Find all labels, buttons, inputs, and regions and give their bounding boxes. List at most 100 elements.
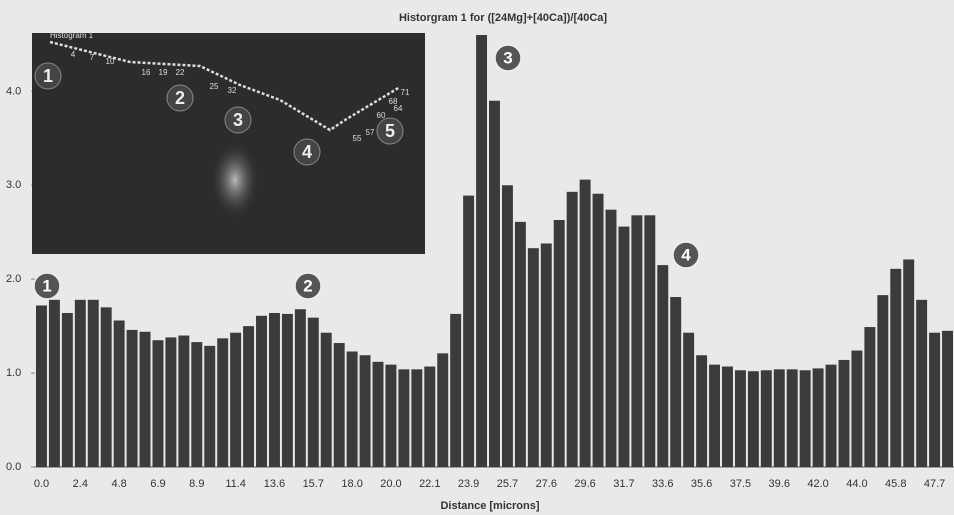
bar <box>88 300 99 467</box>
inset-marker-label: 2 <box>175 88 185 108</box>
inset-marker-label: 4 <box>302 142 312 162</box>
inset-marker-label: 3 <box>233 110 243 130</box>
bar <box>36 305 47 467</box>
chart: Historgram 1 for ([24Mg]+[40Ca])/[40Ca] … <box>0 0 954 515</box>
x-tick-label: 8.9 <box>189 478 204 490</box>
bar <box>916 300 927 467</box>
bar <box>826 365 837 467</box>
marker-label: 4 <box>681 245 691 264</box>
inset-point-label: 55 <box>353 134 362 143</box>
bar <box>618 227 629 467</box>
inset-point-label: 10 <box>106 57 115 66</box>
inset-point-label: 22 <box>176 68 185 77</box>
x-tick-label: 22.1 <box>419 478 440 490</box>
bar <box>411 369 422 467</box>
bar <box>787 369 798 467</box>
bar <box>683 333 694 467</box>
bar <box>864 327 875 467</box>
bar <box>62 313 73 467</box>
bar <box>140 332 151 467</box>
y-tick-label: 1.0 <box>6 367 21 379</box>
bar <box>903 259 914 467</box>
x-tick-label: 44.0 <box>846 478 867 490</box>
x-tick-label: 0.0 <box>34 478 49 490</box>
bar <box>256 316 267 467</box>
bar <box>191 342 202 467</box>
bar <box>204 346 215 467</box>
bar <box>360 355 371 467</box>
bar <box>321 333 332 467</box>
inset-point-label: 32 <box>228 86 237 95</box>
x-tick-label: 23.9 <box>458 478 479 490</box>
bar <box>127 330 138 467</box>
y-tick-label: 0.0 <box>6 461 21 473</box>
bar <box>450 314 461 467</box>
bar <box>813 368 824 467</box>
bar <box>929 333 940 467</box>
marker: 4 <box>673 242 699 268</box>
x-tick-label: 11.4 <box>225 478 246 490</box>
inset-point-label: 4 <box>71 50 76 59</box>
marker-label: 1 <box>42 276 51 295</box>
x-tick-label: 27.6 <box>536 478 557 490</box>
bar <box>890 269 901 467</box>
bar <box>502 185 513 467</box>
bar <box>735 370 746 467</box>
inset-point-label: 57 <box>366 128 375 137</box>
x-tick-label: 6.9 <box>150 478 165 490</box>
bar <box>567 192 578 467</box>
inset-marker: 4 <box>294 139 320 165</box>
inset-point-label: 19 <box>159 68 168 77</box>
bar <box>308 318 319 467</box>
bar <box>696 355 707 467</box>
bar <box>515 222 526 467</box>
bar <box>334 343 345 467</box>
x-tick-label: 45.8 <box>885 478 906 490</box>
bar <box>424 367 435 467</box>
bar <box>75 300 86 467</box>
bar <box>851 351 862 467</box>
bar <box>152 340 163 467</box>
bar <box>670 297 681 467</box>
bar <box>437 353 448 467</box>
bar <box>761 370 772 467</box>
bar <box>178 336 189 467</box>
bar <box>476 35 487 467</box>
bar <box>528 248 539 467</box>
chart-title: Historgram 1 for ([24Mg]+[40Ca])/[40Ca] <box>399 12 607 24</box>
x-tick-label: 31.7 <box>613 478 634 490</box>
marker-label: 3 <box>503 48 512 67</box>
bar <box>230 333 241 467</box>
x-tick-label: 37.5 <box>730 478 751 490</box>
bar <box>722 367 733 467</box>
bar <box>644 215 655 467</box>
inset-title: Histogram 1 <box>50 31 94 40</box>
bar <box>774 369 785 467</box>
x-tick-label: 47.7 <box>924 478 945 490</box>
bar <box>373 362 384 467</box>
bar <box>631 215 642 467</box>
inset-marker: 3 <box>225 107 251 133</box>
bar <box>295 309 306 467</box>
bar <box>606 210 617 467</box>
x-tick-label: 18.0 <box>341 478 362 490</box>
bar <box>463 196 474 467</box>
x-tick-label: 13.6 <box>264 478 285 490</box>
x-tick-label: 20.0 <box>380 478 401 490</box>
x-tick-label: 42.0 <box>807 478 828 490</box>
bar <box>593 194 604 467</box>
x-tick-label: 29.6 <box>574 478 595 490</box>
bar <box>165 337 176 467</box>
bar <box>877 295 888 467</box>
y-tick-label: 4.0 <box>6 85 21 97</box>
bar <box>541 243 552 467</box>
bar <box>114 320 125 467</box>
inset-point-label: 16 <box>142 68 151 77</box>
inset-marker: 1 <box>35 63 61 89</box>
bar <box>398 369 409 467</box>
x-tick-label: 15.7 <box>303 478 324 490</box>
inset-point-label: 68 <box>389 97 398 106</box>
x-axis-label: Distance [microns] <box>440 500 539 512</box>
marker: 3 <box>495 45 521 71</box>
x-tick-label: 33.6 <box>652 478 673 490</box>
